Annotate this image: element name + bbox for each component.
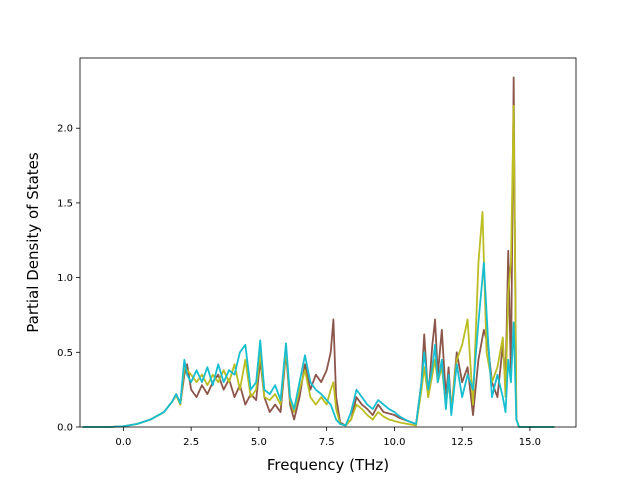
x-tick-label: 0.0 — [115, 437, 131, 448]
x-tick-label: 10.0 — [383, 437, 405, 448]
y-axis-ticks: 0.0 0.5 1.0 1.5 2.0 — [57, 124, 80, 434]
y-tick-label: 1.5 — [57, 198, 73, 209]
x-tick-label: 7.5 — [319, 437, 335, 448]
y-tick-label: 0.0 — [57, 423, 73, 434]
series-line-2 — [82, 104, 555, 428]
x-tick-label: 2.5 — [183, 437, 199, 448]
y-tick-label: 0.5 — [57, 348, 73, 359]
x-tick-label: 15.0 — [519, 437, 541, 448]
series-line-1 — [82, 76, 555, 428]
x-tick-label: 5.0 — [251, 437, 267, 448]
series-line-3 — [82, 261, 555, 428]
plot-frame — [79, 57, 577, 428]
x-axis-label: Frequency (THz) — [267, 456, 389, 474]
x-axis-ticks: 0.0 2.5 5.0 7.5 10.0 12.5 15.0 — [115, 427, 541, 448]
y-tick-label: 1.0 — [57, 273, 73, 284]
x-tick-label: 12.5 — [451, 437, 473, 448]
series-lines — [82, 76, 555, 428]
y-tick-label: 2.0 — [57, 124, 73, 135]
y-axis-label: Partial Density of States — [24, 152, 42, 333]
